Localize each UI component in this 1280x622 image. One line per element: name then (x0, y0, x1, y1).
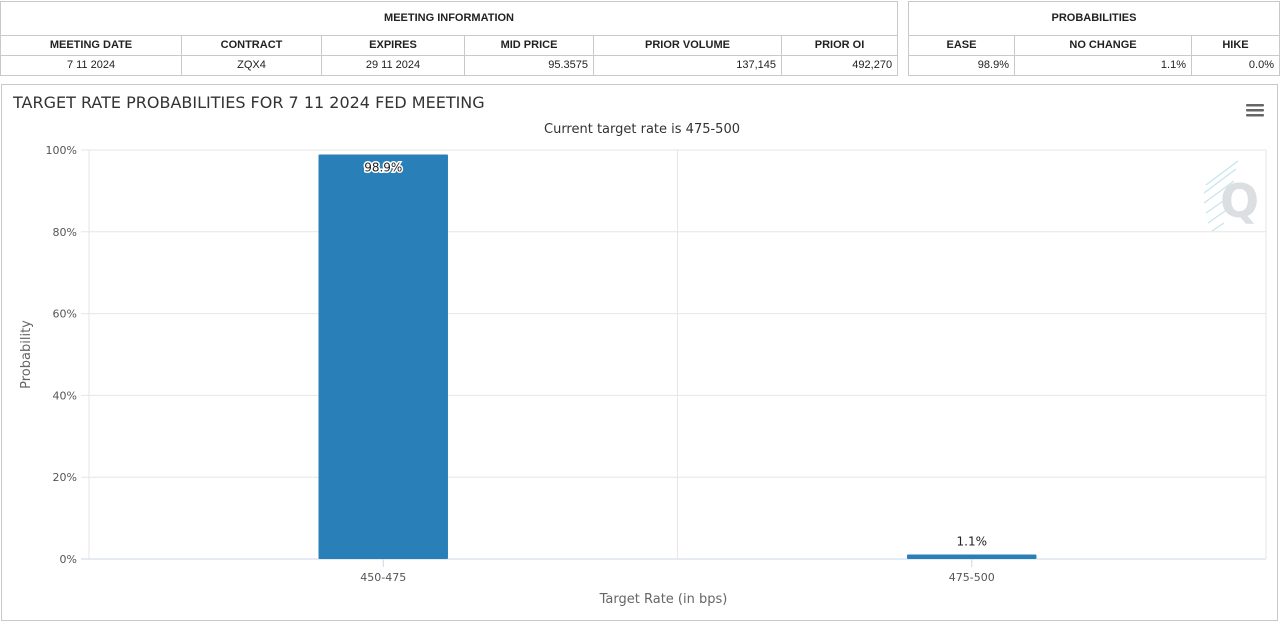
data-label: 1.1% (957, 535, 988, 549)
probabilities-table: PROBABILITIES EASE NO CHANGE HIKE 98.9% … (908, 1, 1280, 76)
svg-text:Q: Q (1220, 174, 1259, 228)
y-tick-label: 40% (53, 389, 77, 402)
col-expires: EXPIRES (321, 35, 465, 56)
cell-ease: 98.9% (908, 55, 1015, 76)
cell-prior-oi: 492,270 (780, 55, 899, 76)
probabilities-header: PROBABILITIES (908, 1, 1280, 36)
chart-container: TARGET RATE PROBABILITIES FOR 7 11 2024 … (1, 84, 1278, 621)
x-axis-title: Target Rate (in bps) (599, 592, 728, 607)
hamburger-menu-icon[interactable] (1242, 99, 1268, 121)
bar-450-475[interactable] (318, 154, 448, 559)
table-row: 7 11 2024 ZQX4 29 11 2024 95.3575 137,14… (0, 55, 899, 76)
col-ease: EASE (908, 35, 1015, 56)
x-tick-label: 450-475 (360, 571, 406, 584)
cell-expires: 29 11 2024 (321, 55, 465, 76)
cell-no-change: 1.1% (1014, 55, 1192, 76)
col-hike: HIKE (1191, 35, 1280, 56)
meeting-information-header: MEETING INFORMATION (0, 1, 899, 36)
x-tick-label: 475-500 (949, 571, 995, 584)
bar-475-500[interactable] (907, 554, 1037, 559)
cell-hike: 0.0% (1191, 55, 1280, 76)
y-tick-label: 0% (60, 553, 77, 566)
y-tick-label: 60% (53, 308, 77, 321)
cell-contract: ZQX4 (181, 55, 322, 76)
col-prior-volume: PRIOR VOLUME (593, 35, 782, 56)
data-label: 98.9% (364, 160, 402, 174)
col-meeting-date: MEETING DATE (0, 35, 182, 56)
col-contract: CONTRACT (181, 35, 322, 56)
y-tick-label: 100% (46, 144, 77, 157)
chart-title: TARGET RATE PROBABILITIES FOR 7 11 2024 … (12, 93, 485, 112)
table-row: 98.9% 1.1% 0.0% (908, 55, 1280, 76)
col-mid-price: MID PRICE (464, 35, 594, 56)
cell-prior-volume: 137,145 (593, 55, 782, 76)
cell-meeting-date: 7 11 2024 (0, 55, 182, 76)
col-no-change: NO CHANGE (1014, 35, 1192, 56)
y-tick-label: 20% (53, 471, 77, 484)
q-logo-icon: Q (1203, 160, 1259, 232)
y-tick-label: 80% (53, 226, 77, 239)
target-rate-chart: TARGET RATE PROBABILITIES FOR 7 11 2024 … (12, 93, 1268, 607)
col-prior-oi: PRIOR OI (780, 35, 899, 56)
cell-mid-price: 95.3575 (464, 55, 594, 76)
chart-subtitle: Current target rate is 475-500 (544, 122, 740, 137)
y-axis-title: Probability (19, 320, 34, 389)
meeting-information-table: MEETING INFORMATION MEETING DATE CONTRAC… (0, 1, 899, 76)
